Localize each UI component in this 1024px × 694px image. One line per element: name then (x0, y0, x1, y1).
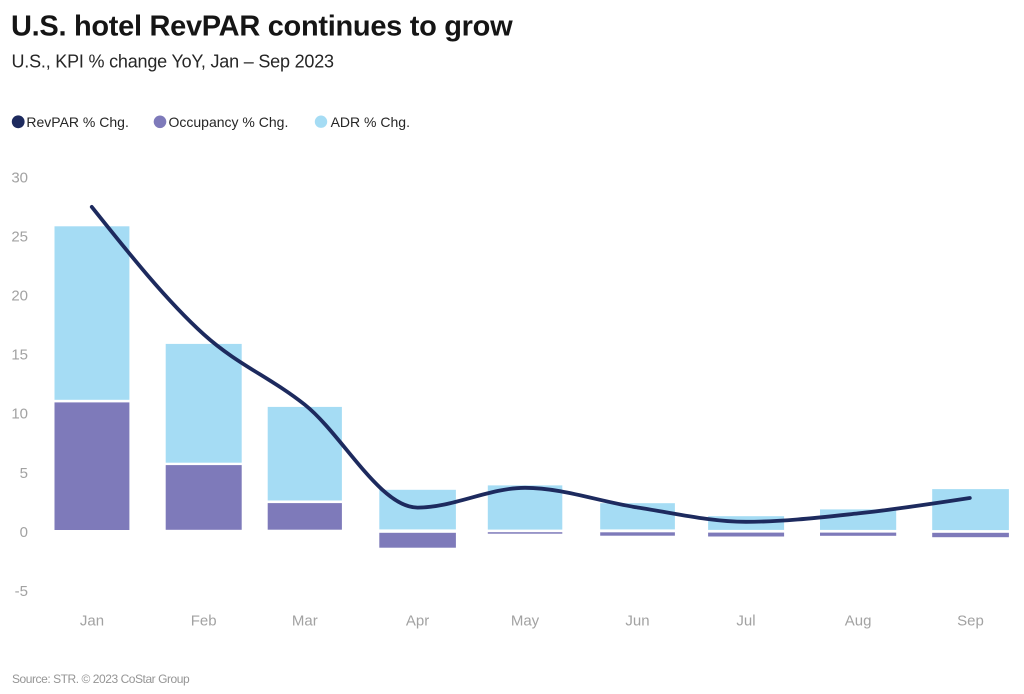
svg-text:Jan: Jan (80, 613, 104, 630)
svg-text:Occupancy % Chg.: Occupancy % Chg. (169, 114, 289, 130)
svg-text:Feb: Feb (191, 613, 217, 630)
svg-text:U.S., KPI % change YoY, Jan –: U.S., KPI % change YoY, Jan – Sep 2023 (12, 52, 335, 72)
svg-text:Mar: Mar (292, 613, 318, 630)
svg-text:15: 15 (11, 347, 28, 364)
svg-text:5: 5 (20, 465, 28, 482)
svg-text:Aug: Aug (845, 613, 872, 630)
svg-text:ADR % Chg.: ADR % Chg. (331, 114, 410, 130)
svg-text:20: 20 (11, 288, 28, 305)
svg-text:30: 30 (11, 169, 28, 186)
svg-text:U.S. hotel RevPAR continues to: U.S. hotel RevPAR continues to grow (11, 10, 513, 42)
svg-text:RevPAR % Chg.: RevPAR % Chg. (26, 114, 128, 130)
svg-text:Source: STR. © 2023 CoStar Gro: Source: STR. © 2023 CoStar Group (12, 672, 190, 686)
svg-text:Sep: Sep (957, 613, 984, 630)
svg-text:Apr: Apr (406, 613, 429, 630)
svg-text:May: May (511, 613, 540, 630)
svg-text:25: 25 (11, 228, 28, 245)
svg-text:Jul: Jul (736, 613, 755, 630)
svg-text:-5: -5 (15, 583, 28, 600)
svg-text:Jun: Jun (625, 613, 649, 630)
svg-text:10: 10 (11, 406, 28, 423)
svg-text:0: 0 (20, 524, 28, 541)
